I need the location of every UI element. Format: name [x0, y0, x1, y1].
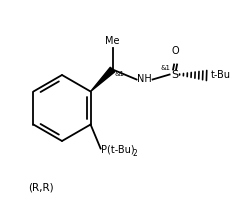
Polygon shape: [91, 67, 115, 92]
Text: O: O: [172, 47, 179, 57]
Text: &1: &1: [161, 66, 171, 72]
Text: P(t-Bu): P(t-Bu): [101, 145, 134, 155]
Text: &1: &1: [114, 72, 124, 78]
Text: 2: 2: [133, 149, 137, 158]
Text: (R,R): (R,R): [28, 183, 54, 193]
Text: NH: NH: [137, 74, 152, 84]
Text: Me: Me: [105, 36, 120, 47]
Text: t-Bu: t-Bu: [211, 71, 231, 80]
Text: S: S: [171, 69, 178, 79]
